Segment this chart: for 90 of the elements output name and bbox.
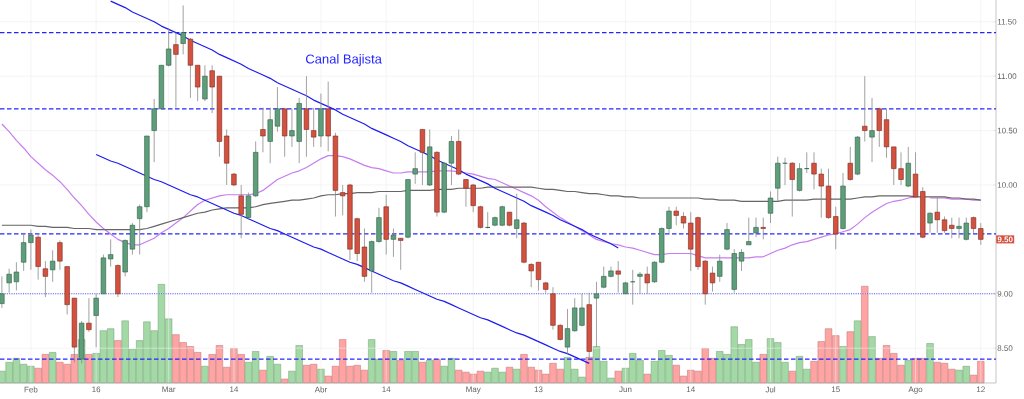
candlestick: [514, 193, 520, 239]
bar: [389, 351, 398, 384]
x-tick-label: Ago: [908, 386, 923, 394]
y-tick-label: 11.50: [997, 18, 1017, 25]
candlestick: [303, 75, 310, 158]
bar: [904, 360, 912, 384]
x-tick-label: Abr: [314, 386, 328, 393]
x-tick-label: Feb: [24, 386, 38, 393]
x-tick-label: 12: [976, 386, 985, 393]
annotation: Canal Bajista: [305, 54, 382, 67]
bar: [426, 360, 434, 384]
x-tick-label: Jul: [765, 386, 776, 393]
bar: [846, 331, 854, 384]
bar: [201, 365, 209, 384]
candlestick: [724, 222, 730, 251]
candlestick: [753, 217, 759, 238]
candlestick: [108, 238, 114, 267]
x-tick-label: 13: [534, 386, 543, 393]
candlestick: [651, 260, 658, 284]
candlestick: [767, 191, 774, 224]
bar: [397, 360, 405, 384]
x-tick-label: May: [466, 386, 481, 394]
candlestick: [637, 271, 643, 295]
candlestick: [42, 260, 49, 298]
x-tick-label: 14: [382, 386, 391, 393]
candlestick: [245, 192, 252, 221]
candlestick: [738, 248, 745, 272]
bar: [788, 370, 796, 384]
candlestick: [934, 197, 940, 234]
y-tick-label: 10.00: [997, 182, 1017, 188]
bar: [861, 286, 869, 384]
candlestick: [717, 254, 723, 283]
candlestick: [260, 107, 266, 153]
candlestick: [57, 240, 63, 271]
candlestick: [876, 107, 882, 148]
x-tick-label: 14: [686, 386, 695, 393]
bar: [868, 336, 876, 384]
bar: [759, 354, 767, 384]
candlestick: [789, 161, 795, 217]
annotation: 9.50: [997, 236, 1013, 243]
candlestick: [419, 129, 426, 186]
candlestick: [912, 151, 919, 198]
candlestick: [869, 97, 875, 163]
bar: [49, 352, 57, 384]
candlestick: [50, 249, 56, 283]
y-tick-label: 11.00: [997, 73, 1017, 79]
candlestick: [0, 275, 5, 309]
x-tick-label: 16: [92, 386, 101, 393]
bar: [926, 343, 934, 384]
bar: [853, 320, 862, 384]
candlestick: [615, 260, 621, 294]
x-tick-label: Jun: [619, 386, 632, 393]
bar: [643, 373, 651, 384]
candlestick: [180, 5, 186, 55]
candlestick: [398, 237, 404, 271]
candlestick: [905, 146, 911, 188]
bar: [433, 359, 441, 384]
candlestick: [173, 32, 179, 109]
x-tick-label: Mar: [162, 386, 176, 393]
candlestick: [927, 211, 933, 234]
candlestick: [195, 64, 201, 102]
candlestick: [311, 107, 317, 148]
bar: [114, 340, 122, 384]
candlestick: [709, 266, 716, 292]
candlestick: [833, 206, 839, 250]
x-tick-label: 15: [831, 386, 840, 393]
candlestick: [847, 146, 853, 182]
y-tick-label: 10.50: [997, 127, 1017, 134]
candlestick: [673, 206, 679, 226]
candlestick: [862, 75, 868, 142]
candlestick: [796, 162, 803, 192]
candlestick: [93, 293, 99, 348]
candlestick: [803, 151, 810, 174]
candlestick: [760, 217, 766, 240]
candlestick: [86, 297, 92, 333]
candlestick: [412, 151, 418, 185]
candlestick: [390, 228, 397, 258]
candlestick: [746, 217, 752, 246]
candlestick: [202, 64, 208, 102]
candlestick: [484, 211, 491, 229]
bar: [418, 362, 427, 384]
y-tick-label: 9.00: [997, 290, 1013, 297]
candlestick: [238, 184, 244, 239]
candlestick: [629, 269, 636, 306]
bar: [505, 366, 514, 384]
candlestick: [644, 266, 650, 295]
candlestick: [166, 27, 172, 67]
x-tick-label: 14: [230, 386, 239, 393]
candlestick: [564, 308, 571, 356]
y-tick-label: 8.50: [997, 345, 1013, 352]
